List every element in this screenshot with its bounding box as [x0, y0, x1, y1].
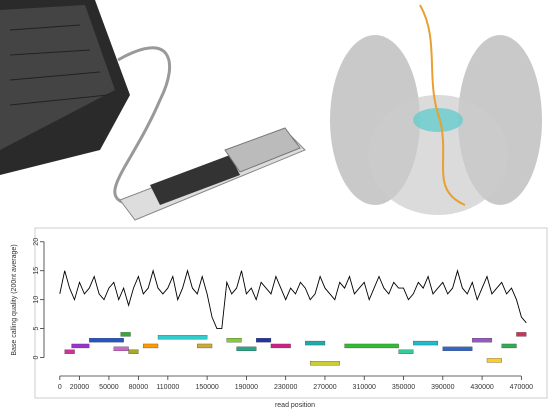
alignment-segment [443, 347, 472, 351]
alignment-segment [65, 350, 75, 354]
x-tick-label: 310000 [353, 384, 376, 391]
alignment-segment [399, 350, 414, 354]
alignment-segment [158, 335, 207, 339]
alignment-segment [256, 338, 271, 342]
y-tick-label: 15 [33, 267, 40, 275]
y-tick-label: 0 [33, 355, 40, 359]
alignment-segment [487, 358, 502, 362]
alignment-segment [271, 344, 291, 348]
x-tick-label: 0 [58, 384, 62, 391]
quality-line [60, 271, 527, 329]
x-tick-label: 110000 [156, 384, 179, 391]
x-tick-label: 50000 [99, 384, 119, 391]
alignment-segment [121, 332, 131, 336]
x-tick-label: 350000 [392, 384, 415, 391]
alignment-segment [227, 338, 242, 342]
x-tick-label: 470000 [510, 384, 533, 391]
y-tick-label: 10 [33, 296, 40, 304]
alignment-segment [237, 347, 257, 351]
x-tick-label: 80000 [129, 384, 149, 391]
chart-panel [35, 228, 547, 398]
y-tick-label: 20 [33, 238, 40, 246]
x-axis-label: read position [275, 402, 315, 409]
alignment-segment [129, 350, 139, 354]
x-tick-label: 430000 [470, 384, 493, 391]
alignment-segment [89, 338, 123, 342]
alignment-segment [72, 344, 90, 348]
x-tick-label: 390000 [431, 384, 454, 391]
alignment-segment [516, 332, 526, 336]
alignment-segment [305, 341, 325, 345]
alignment-segment [472, 338, 492, 342]
pore-structure [330, 5, 542, 215]
alignment-segment [413, 341, 438, 345]
x-tick-label: 270000 [313, 384, 336, 391]
y-axis-label: Base calling quality (200nt average) [11, 244, 18, 355]
alignment-segment [114, 347, 129, 351]
device-photo [0, 0, 305, 220]
x-tick-label: 150000 [195, 384, 218, 391]
alignment-segment [143, 344, 158, 348]
alignment-segment [310, 361, 339, 365]
x-tick-label: 190000 [235, 384, 258, 391]
y-tick-label: 5 [33, 327, 40, 331]
figure: Base calling quality (200nt average) rea… [0, 0, 549, 412]
page: {"chart_data": {"type": "line", "ylabel"… [0, 0, 549, 412]
alignment-segment [502, 344, 517, 348]
x-tick-label: 230000 [274, 384, 297, 391]
alignment-segment [197, 344, 212, 348]
x-tick-label: 20000 [70, 384, 90, 391]
alignment-segment [345, 344, 399, 348]
